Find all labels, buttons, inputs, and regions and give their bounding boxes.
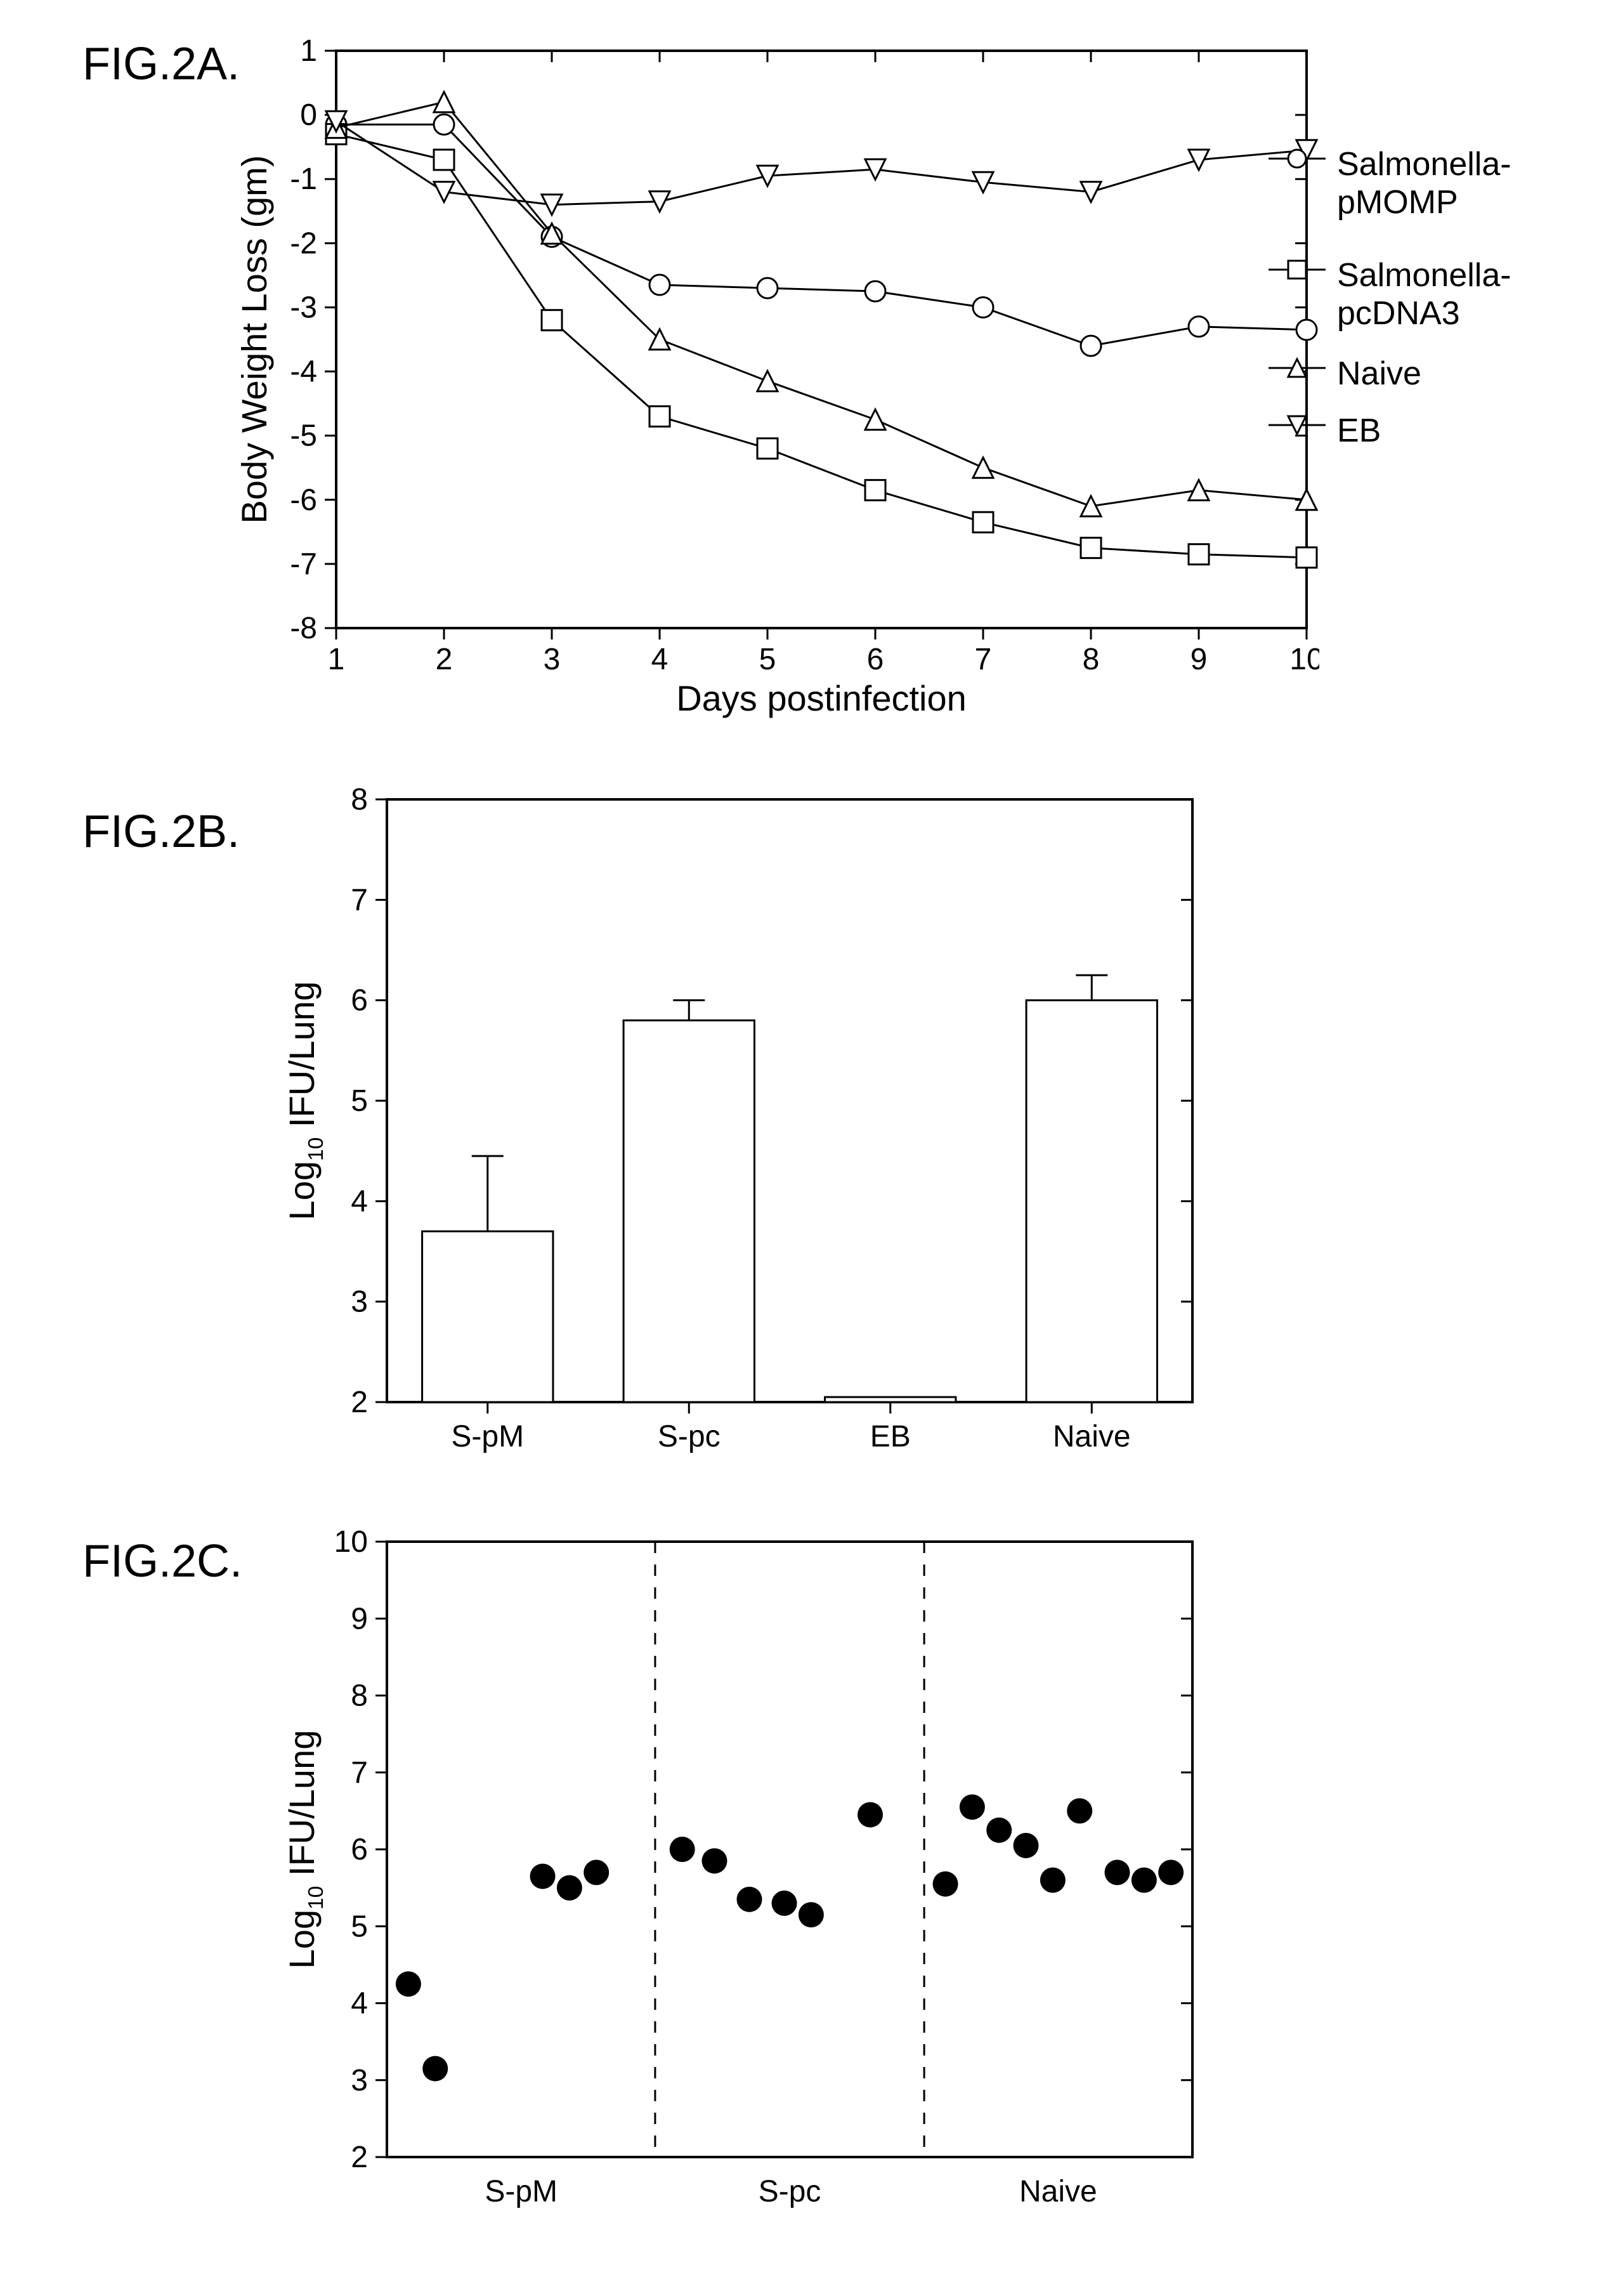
fig-c-label: FIG.2C. xyxy=(82,1535,242,1587)
svg-text:1: 1 xyxy=(328,643,345,676)
svg-text:-5: -5 xyxy=(290,419,317,453)
svg-text:8: 8 xyxy=(351,783,368,817)
svg-text:-6: -6 xyxy=(290,483,317,517)
svg-text:S-pM: S-pM xyxy=(485,2175,558,2208)
svg-text:6: 6 xyxy=(351,1833,368,1866)
svg-text:2: 2 xyxy=(351,1386,368,1419)
svg-text:5: 5 xyxy=(351,1910,368,1943)
svg-text:Naive: Naive xyxy=(1019,2175,1097,2208)
svg-text:9: 9 xyxy=(351,1602,368,1636)
svg-text:5: 5 xyxy=(351,1084,368,1118)
svg-text:Naive: Naive xyxy=(1053,1420,1131,1453)
svg-text:Days postinfection: Days postinfection xyxy=(676,678,967,718)
chart-a: 1 2 3 4 5 6 7 8 9 10 -8 -7 -6 -5 -4 -3 -2 -1 0 1 Days postin… xyxy=(241,32,1319,730)
svg-text:1: 1 xyxy=(300,34,317,68)
chart-a-svg: 1 2 3 4 5 6 7 8 9 10 -8 -7 -6 -5 -4 -3 -2 -1 0 1 Days postin… xyxy=(241,32,1319,730)
chart-b: 2 3 4 5 6 7 8 Log10 IFU/Lung S-pM S-pc EB Naive xyxy=(279,780,1205,1478)
svg-text:-4: -4 xyxy=(290,355,317,389)
svg-text:5: 5 xyxy=(759,643,776,676)
svg-text:3: 3 xyxy=(544,643,561,676)
svg-text:7: 7 xyxy=(351,883,368,917)
svg-text:4: 4 xyxy=(651,643,669,676)
legend-item: Salmonella- pcDNA3 xyxy=(1269,257,1511,333)
legend-label: Salmonella- pMOMP xyxy=(1337,146,1511,222)
svg-text:2: 2 xyxy=(351,2141,368,2174)
svg-text:6: 6 xyxy=(351,984,368,1018)
svg-text:-7: -7 xyxy=(290,548,317,581)
legend-item: Naive xyxy=(1269,355,1421,393)
legend-label: Naive xyxy=(1337,355,1421,393)
svg-text:8: 8 xyxy=(351,1679,368,1713)
legend-label: Salmonella- pcDNA3 xyxy=(1337,257,1511,333)
fig-a-label: FIG.2A. xyxy=(82,38,240,90)
svg-text:2: 2 xyxy=(436,643,453,676)
svg-text:3: 3 xyxy=(351,2064,368,2097)
svg-text:10: 10 xyxy=(334,1525,368,1559)
svg-text:Log10 IFU/Lung: Log10 IFU/Lung xyxy=(282,981,328,1221)
svg-text:7: 7 xyxy=(351,1756,368,1790)
chart-c: 2 3 4 5 6 7 8 9 10 Log10 IFU/Lung S-pM S-pc Naive xyxy=(279,1523,1205,2233)
chart-b-svg: 2 3 4 5 6 7 8 Log10 IFU/Lung S-pM S-pc EB Naive xyxy=(279,780,1205,1478)
svg-text:9: 9 xyxy=(1191,643,1208,676)
page: FIG.2A. 1 2 3 4 5 6 7 8 9 10 -8 -7 -6 -5 -4 -3 -2 -1 0 1 Day… xyxy=(0,0,1618,2296)
legend-label: EB xyxy=(1337,412,1381,450)
svg-text:EB: EB xyxy=(870,1420,911,1453)
svg-text:-3: -3 xyxy=(290,291,317,324)
svg-text:8: 8 xyxy=(1083,643,1100,676)
svg-text:-2: -2 xyxy=(290,226,317,260)
legend-item: EB xyxy=(1269,412,1381,450)
svg-text:Body Weight Loss (gm): Body Weight Loss (gm) xyxy=(241,155,274,524)
svg-text:0: 0 xyxy=(300,98,317,132)
svg-text:Log10 IFU/Lung: Log10 IFU/Lung xyxy=(282,1730,328,1969)
svg-text:4: 4 xyxy=(351,1987,368,2021)
svg-text:6: 6 xyxy=(867,643,884,676)
legend-item: Salmonella- pMOMP xyxy=(1269,146,1511,222)
svg-text:4: 4 xyxy=(351,1184,368,1218)
chart-c-svg: 2 3 4 5 6 7 8 9 10 Log10 IFU/Lung S-pM S-pc Naive xyxy=(279,1523,1205,2233)
svg-text:-1: -1 xyxy=(290,162,317,196)
svg-text:3: 3 xyxy=(351,1285,368,1319)
svg-text:S-pc: S-pc xyxy=(759,2175,821,2208)
svg-text:7: 7 xyxy=(975,643,992,676)
svg-text:S-pM: S-pM xyxy=(451,1420,524,1453)
svg-text:-8: -8 xyxy=(290,612,317,645)
fig-b-label: FIG.2B. xyxy=(82,806,240,858)
svg-text:S-pc: S-pc xyxy=(658,1420,721,1453)
svg-text:10: 10 xyxy=(1289,643,1319,676)
